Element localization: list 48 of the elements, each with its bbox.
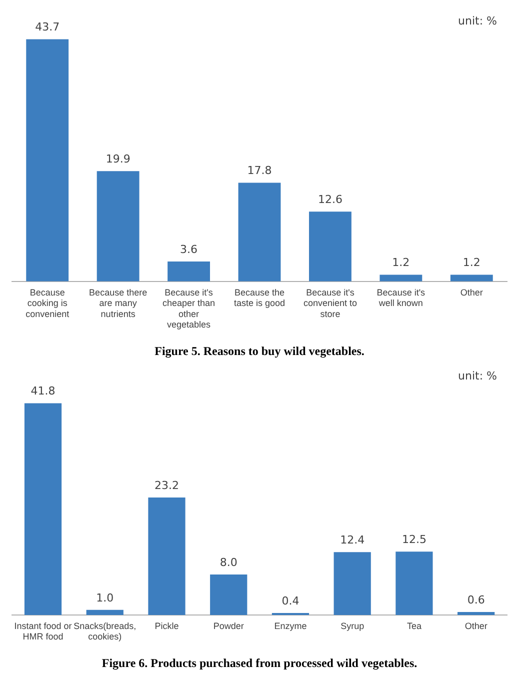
x-tick-label: Pickle <box>154 620 179 631</box>
data-label: 1.2 <box>392 256 410 270</box>
x-tick-label: Because it's well known <box>376 287 426 308</box>
data-label: 17.8 <box>247 164 272 178</box>
data-label: 1.0 <box>96 591 114 604</box>
data-label: 8.0 <box>220 556 238 569</box>
data-label: 43.7 <box>35 20 60 34</box>
bar <box>458 612 495 615</box>
bar <box>334 552 371 615</box>
bar <box>396 552 433 615</box>
bar <box>450 274 493 282</box>
bar <box>309 212 352 282</box>
text: unit: % <box>458 14 497 28</box>
x-tick-label: Because the taste is good <box>234 287 286 308</box>
x-tick-label: Other <box>460 287 483 298</box>
text: Figure 5. Reasons to buy wild vegetables. <box>154 344 364 358</box>
x-tick-label: Snacks(breads, cookies) <box>74 620 136 642</box>
data-label: 12.4 <box>340 534 365 547</box>
x-tick-label: Powder <box>213 620 244 631</box>
bar <box>148 497 186 615</box>
data-label: 12.6 <box>318 192 342 206</box>
text: unit: % <box>458 369 497 382</box>
bar <box>86 610 124 615</box>
data-label: 23.2 <box>154 478 179 492</box>
data-label: 0.6 <box>467 593 485 606</box>
data-label: 1.2 <box>462 256 480 270</box>
x-tick-label: Tea <box>406 620 422 631</box>
data-label: 12.5 <box>402 533 426 546</box>
bar <box>238 182 281 282</box>
text: Figure 6. Products purchased from processed wild vegetables. <box>102 656 418 670</box>
x-tick-label: Because cooking is convenient <box>26 287 70 319</box>
data-label: 3.6 <box>180 242 198 256</box>
bar <box>380 274 422 282</box>
bar <box>210 574 248 615</box>
x-tick-label: Instant food or HMR food <box>14 620 72 642</box>
x-tick-label: Other <box>464 620 488 631</box>
x-tick-label: Because it's convenient to store <box>303 287 357 319</box>
bar <box>24 403 62 615</box>
x-tick-label: Because there are many nutrients <box>89 287 148 319</box>
data-label: 41.8 <box>30 384 56 398</box>
bar <box>26 39 69 282</box>
data-label: 19.9 <box>106 152 130 166</box>
data-label: 0.4 <box>282 594 300 608</box>
bar <box>96 171 140 282</box>
x-tick-label: Syrup <box>340 620 364 631</box>
x-tick-label: Enzyme <box>274 620 307 631</box>
bar <box>168 261 210 282</box>
x-tick-label: Because it's cheaper than other vegetables <box>162 287 216 330</box>
